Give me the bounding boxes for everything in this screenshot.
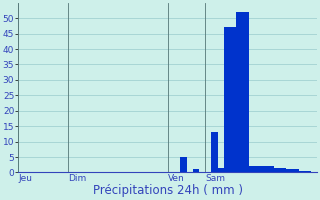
Bar	[292, 169, 299, 172]
Bar	[286, 169, 292, 172]
Bar	[268, 166, 274, 172]
Bar	[224, 27, 230, 172]
Bar	[299, 171, 305, 172]
Bar	[230, 27, 236, 172]
Bar	[261, 166, 268, 172]
Bar	[255, 166, 261, 172]
Bar	[236, 12, 243, 172]
Bar	[280, 168, 286, 172]
Bar	[180, 157, 187, 172]
Bar	[212, 132, 218, 172]
Bar	[274, 168, 280, 172]
Bar	[243, 12, 249, 172]
X-axis label: Précipitations 24h ( mm ): Précipitations 24h ( mm )	[93, 184, 243, 197]
Bar	[218, 168, 224, 172]
Bar	[193, 169, 199, 172]
Bar	[249, 166, 255, 172]
Bar	[305, 171, 311, 172]
